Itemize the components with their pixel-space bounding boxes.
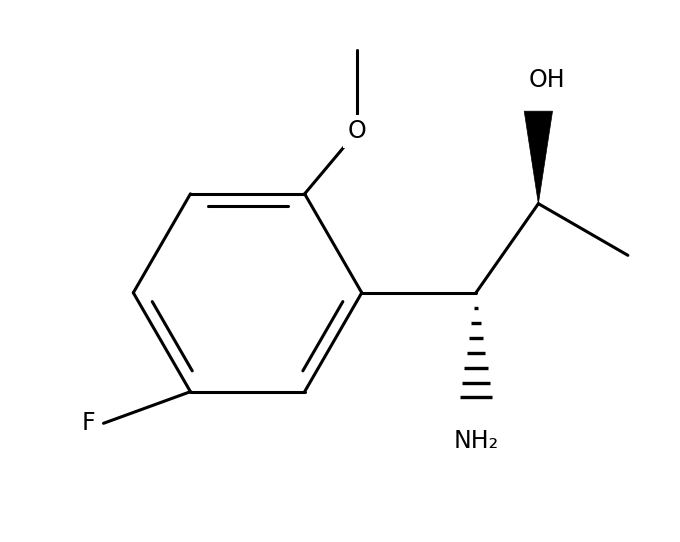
Text: O: O [347, 119, 367, 143]
Text: OH: OH [529, 68, 565, 92]
Text: NH₂: NH₂ [454, 429, 498, 453]
Text: F: F [81, 411, 95, 435]
Polygon shape [524, 111, 553, 204]
